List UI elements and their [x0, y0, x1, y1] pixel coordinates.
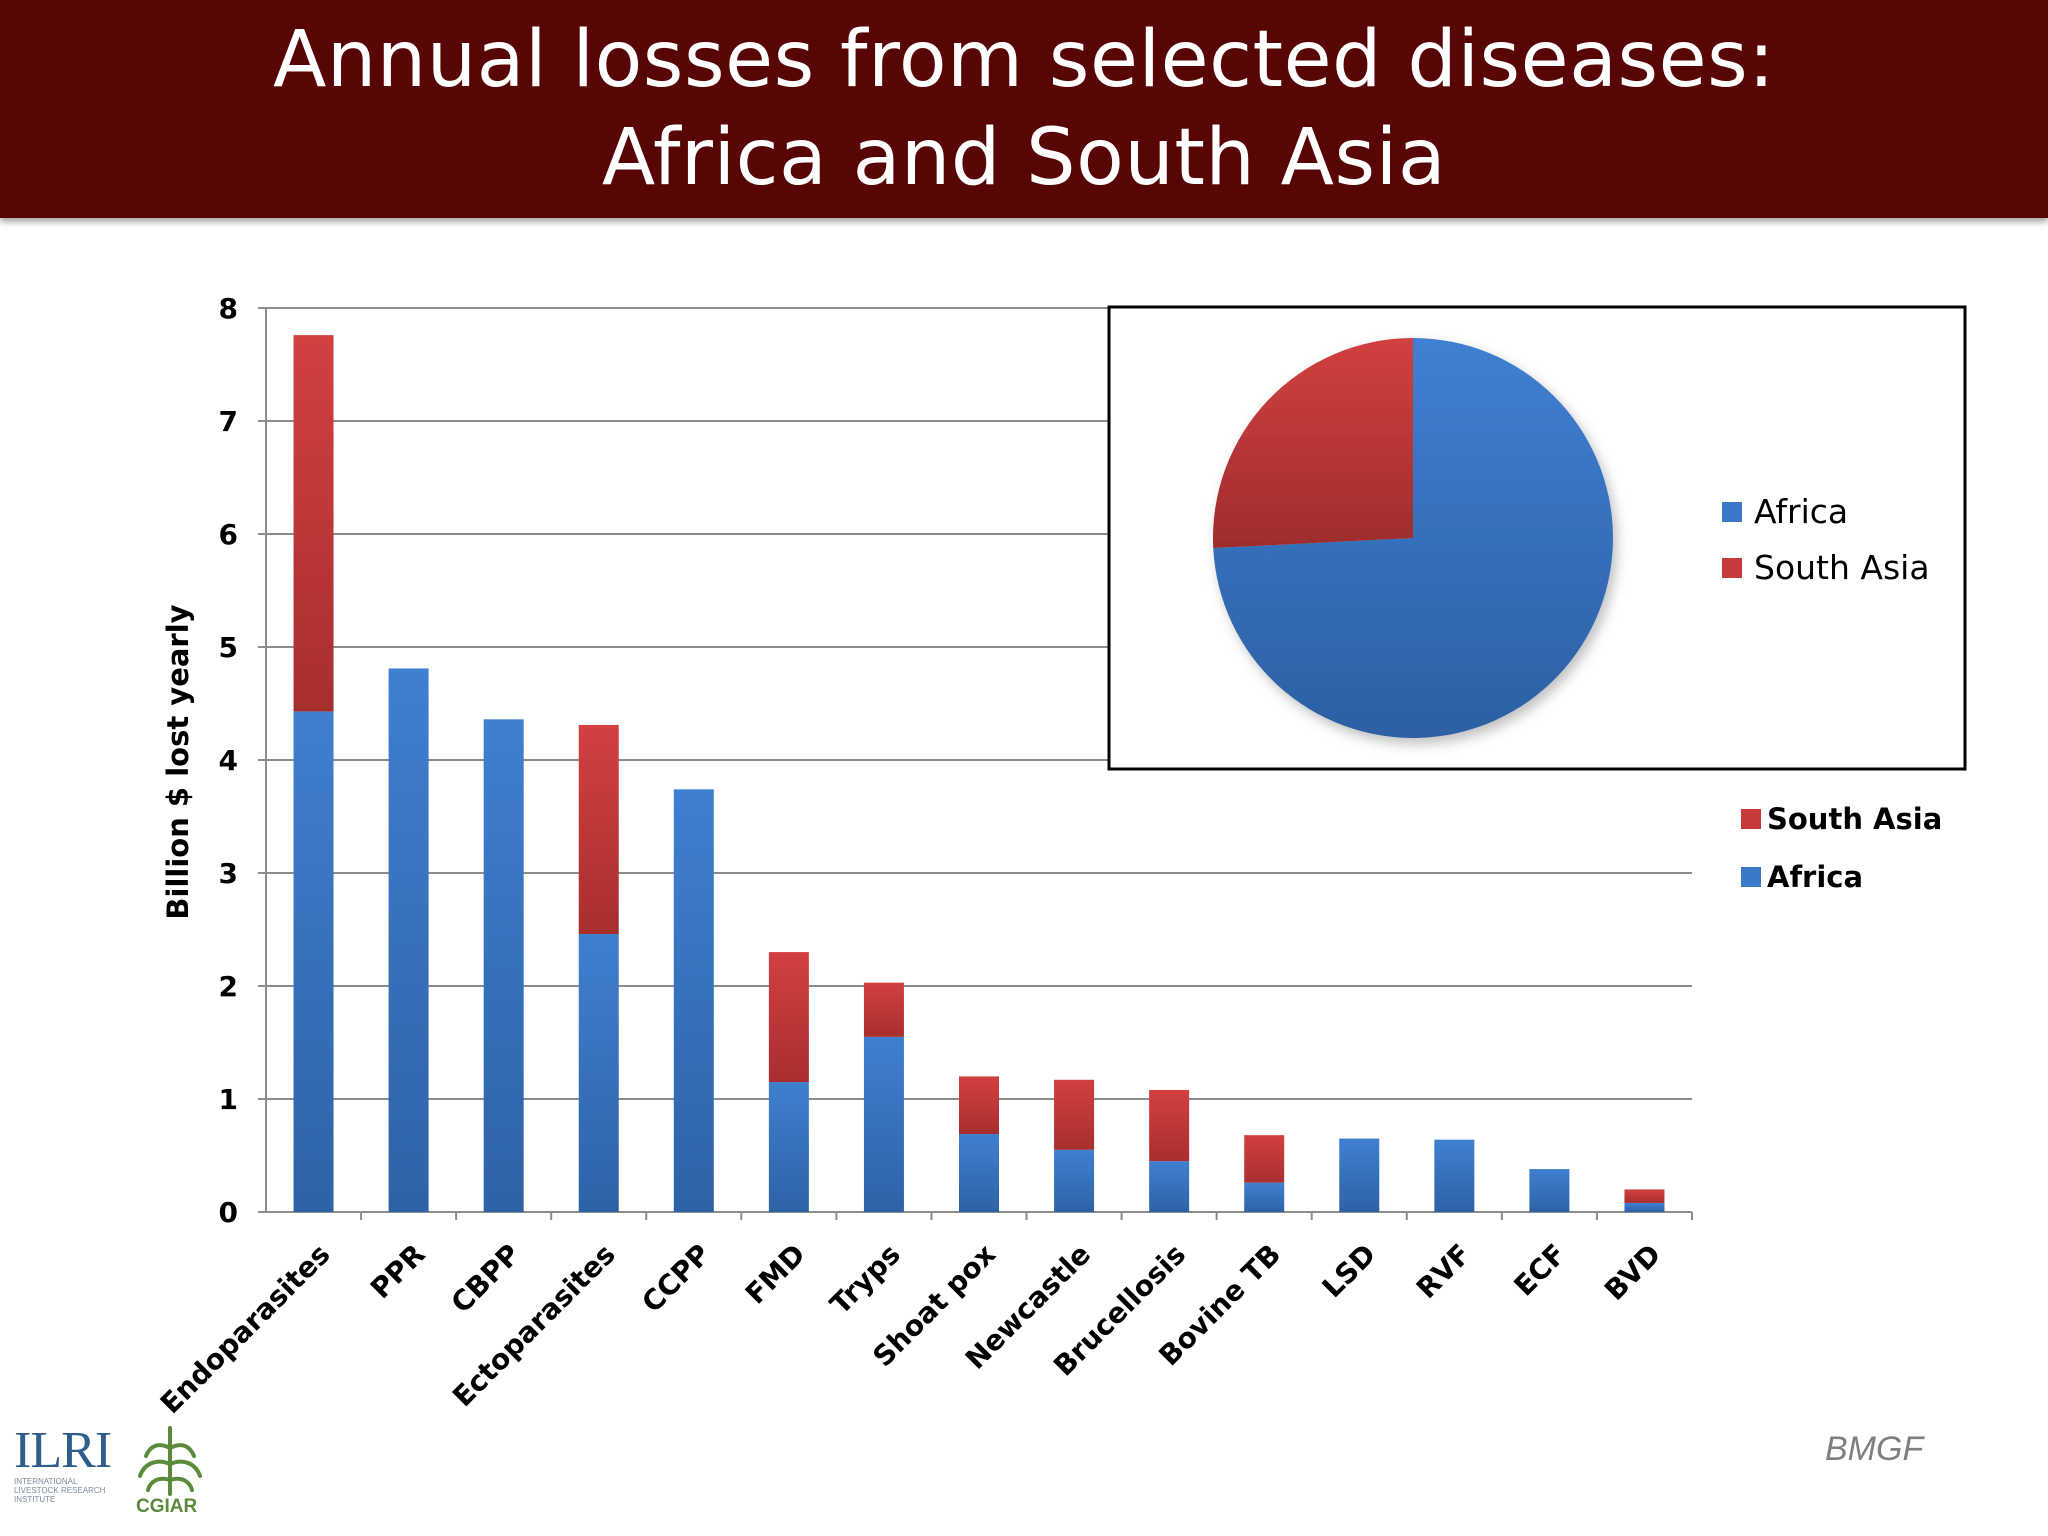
x-tick-label: CCPP [635, 1238, 716, 1319]
legend-label: Africa [1767, 860, 1863, 894]
bar-africa [863, 1036, 904, 1212]
y-tick-label: 5 [219, 631, 238, 664]
x-tick-label: RVF [1410, 1238, 1477, 1305]
bar-africa [1244, 1182, 1285, 1212]
bar-africa [1149, 1161, 1190, 1212]
y-tick-label: 1 [219, 1083, 238, 1116]
y-tick-label: 0 [219, 1196, 238, 1229]
pie-legend-swatch [1722, 558, 1742, 578]
x-tick-label: Ectoparasites [446, 1238, 622, 1414]
legend-label: South Asia [1767, 802, 1942, 836]
ilri-logo-subtitle: INTERNATIONAL LIVESTOCK RESEARCH INSTITU… [14, 1477, 106, 1504]
bar-africa [293, 711, 334, 1212]
pie-legend-label: South Asia [1754, 548, 1930, 587]
bar-africa [1054, 1149, 1095, 1212]
x-tick-label: ECF [1507, 1238, 1572, 1303]
pie-chart-inset: Africa South Asia [1107, 305, 1967, 771]
cgiar-wheat-icon [138, 1426, 202, 1496]
cgiar-logo-text: CGIAR [136, 1496, 198, 1517]
bar-south-asia [959, 1076, 999, 1135]
title-banner: Annual losses from selected diseases: Af… [0, 0, 2048, 218]
x-tick-label: LSD [1316, 1238, 1383, 1305]
pie-legend-swatch [1722, 502, 1742, 522]
bar-south-asia [1624, 1189, 1665, 1203]
y-tick-label: 4 [219, 744, 238, 777]
bar-africa [1339, 1138, 1380, 1212]
bar-africa [1624, 1202, 1665, 1212]
bar-africa [673, 789, 714, 1212]
x-tick-label: Endoparasites [154, 1238, 337, 1421]
pie-slice-africa [1213, 338, 1613, 738]
y-axis-title: Billion $ lost yearly [161, 604, 195, 919]
x-tick-label: PPR [364, 1238, 432, 1306]
bar-south-asia [768, 952, 809, 1083]
x-tick-label: CBPP [445, 1238, 527, 1320]
pie-legend-label: Africa [1754, 492, 1848, 531]
ilri-logo: ILRI INTERNATIONAL LIVESTOCK RESEARCH IN… [14, 1422, 112, 1525]
pie-slice-south-asia [1213, 338, 1413, 549]
x-tick-label: FMD [739, 1238, 812, 1311]
bar-africa [578, 934, 619, 1212]
legend-swatch [1741, 809, 1761, 829]
bar-africa [768, 1082, 809, 1212]
bar-chart-legend: South Asia Africa [1741, 802, 1942, 894]
page-title-line-1: Annual losses from selected diseases: [272, 15, 1776, 105]
y-tick-label: 7 [219, 405, 238, 438]
legend-swatch [1741, 867, 1761, 887]
bar-south-asia [1149, 1089, 1190, 1162]
ilri-logo-text: ILRI [14, 1422, 112, 1479]
bar-south-asia [1244, 1135, 1285, 1183]
y-tick-label: 3 [219, 857, 238, 890]
page-title-line-2: Africa and South Asia [601, 113, 1447, 203]
bar-south-asia [1054, 1079, 1095, 1150]
bar-africa [1529, 1169, 1570, 1212]
bar-south-asia [578, 724, 619, 935]
x-tick-label: BVD [1598, 1238, 1667, 1307]
bar-africa [1434, 1139, 1475, 1212]
bar-africa [959, 1134, 999, 1212]
bar-south-asia [293, 335, 334, 712]
source-credit: BMGF [1825, 1430, 1924, 1468]
y-tick-label: 8 [219, 292, 238, 325]
bar-south-asia [863, 982, 904, 1037]
cgiar-logo: CGIAR [128, 1420, 212, 1520]
bar-chart-bars [293, 335, 1665, 1212]
x-tick-label: Tryps [824, 1238, 907, 1321]
y-tick-label: 2 [219, 970, 238, 1003]
bar-africa [388, 668, 429, 1212]
pie-slices [1213, 338, 1613, 738]
y-tick-label: 6 [219, 518, 238, 551]
bar-africa [483, 719, 524, 1212]
